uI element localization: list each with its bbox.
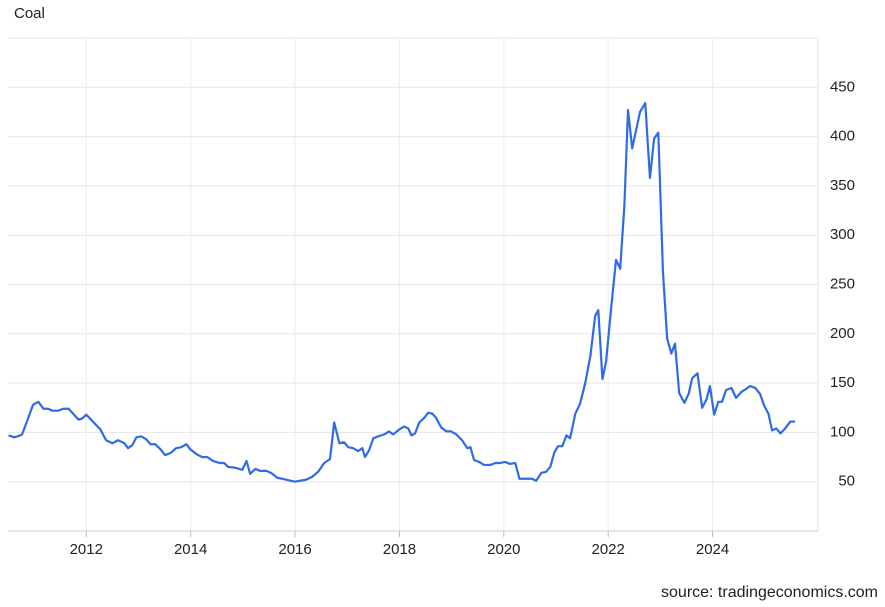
source: source: tradingeconomics.com [661, 584, 878, 601]
y-tick-label: 200 [830, 325, 855, 342]
y-tick-label: 250 [830, 275, 855, 292]
y-tick-label: 100 [830, 423, 855, 440]
x-tick-label: 2012 [70, 541, 103, 558]
chart-title: Coal [14, 5, 45, 22]
y-tick-label: 450 [830, 78, 855, 95]
x-tick-label: 2020 [487, 541, 520, 558]
y-tick-label: 400 [830, 128, 855, 145]
y-tick-label: 150 [830, 374, 855, 391]
y-tick-label: 300 [830, 226, 855, 243]
x-tick-label: 2018 [383, 541, 416, 558]
y-tick-label: 50 [838, 473, 855, 490]
x-tick-label: 2022 [592, 541, 625, 558]
x-tick-label: 2016 [278, 541, 311, 558]
line-series [8, 101, 796, 483]
y-tick-label: 350 [830, 177, 855, 194]
x-tick-label: 2024 [696, 541, 729, 558]
x-tick-label: 2014 [174, 541, 207, 558]
